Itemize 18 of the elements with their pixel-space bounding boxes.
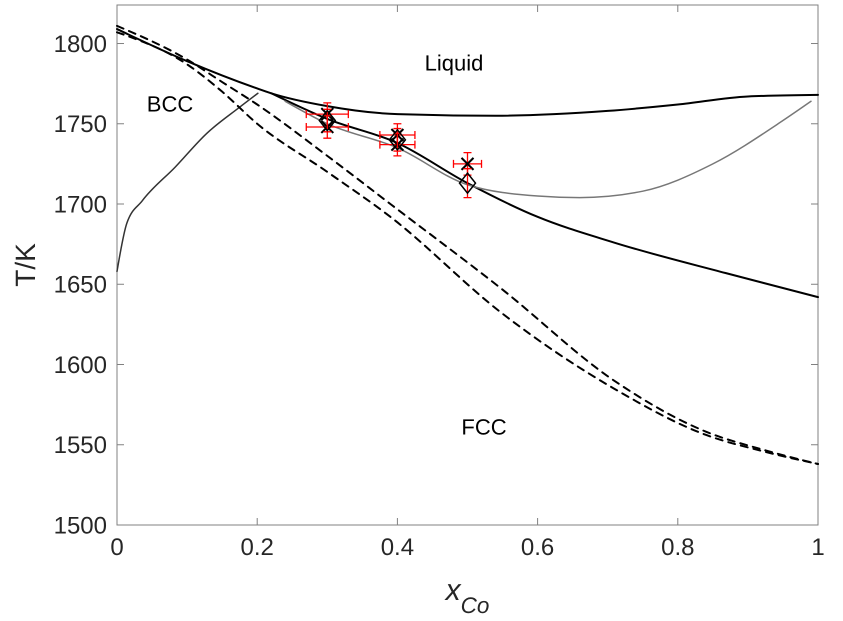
x-tick-label: 0 xyxy=(110,534,124,561)
y-tick-label: 1750 xyxy=(54,111,107,138)
annotation: FCC xyxy=(461,414,507,440)
y-axis-title: T/K xyxy=(10,242,41,287)
x-tick-label: 0.4 xyxy=(380,534,414,561)
annotation: Liquid xyxy=(424,50,484,76)
x-tick-label: 0.2 xyxy=(240,534,274,561)
y-tick-label: 1700 xyxy=(54,191,107,218)
x-tick-label: 0.8 xyxy=(661,534,694,561)
y-tick-label: 1500 xyxy=(54,512,107,540)
y-tick-label: 1800 xyxy=(54,30,107,58)
y-tick-label: 1650 xyxy=(54,272,107,299)
annotation: BCC xyxy=(146,92,194,117)
y-tick-label: 1600 xyxy=(54,352,107,379)
y-tick-label: 1550 xyxy=(54,432,107,460)
x-axis-title: x$_{Co}$ xyxy=(444,574,490,618)
x-tick-label: 0.6 xyxy=(520,534,554,561)
x-tick-label: 1 xyxy=(811,534,825,561)
